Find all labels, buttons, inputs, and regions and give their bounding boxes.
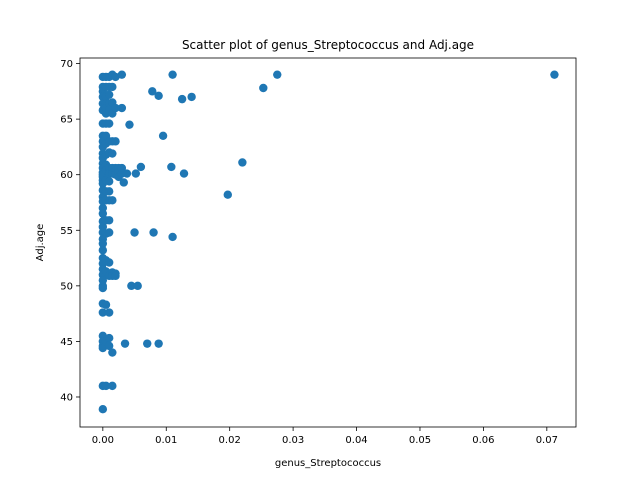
scatter-point — [111, 103, 120, 113]
scatter-point — [168, 232, 177, 242]
scatter-point — [148, 87, 157, 96]
scatter-point — [117, 70, 127, 79]
scatter-point — [167, 162, 176, 172]
x-tick-label: 0.06 — [472, 435, 494, 446]
x-tick-label: 0.05 — [409, 435, 431, 446]
scatter-point — [111, 137, 120, 146]
scatter-point — [98, 343, 108, 353]
scatter-point — [104, 187, 114, 196]
scatter-point — [104, 90, 114, 99]
scatter-point — [133, 281, 142, 291]
scatter-point — [104, 119, 114, 128]
scatter-point — [104, 341, 114, 351]
scatter-point — [108, 149, 117, 158]
scatter-point — [143, 339, 152, 348]
scatter-point — [101, 381, 111, 391]
x-axis-ticks: 0.00 0.01 0.02 0.03 0.04 0.05 0.06 0.07 — [92, 427, 558, 446]
scatter-point — [101, 300, 111, 309]
y-axis-label: Adj.age — [35, 224, 46, 262]
scatter-point — [223, 190, 232, 199]
scatter-point — [130, 228, 139, 237]
scatter-point — [187, 92, 196, 102]
scatter-point — [179, 169, 189, 178]
scatter-point — [108, 196, 117, 205]
scatter-point — [154, 91, 163, 100]
y-tick-label: 50 — [60, 281, 73, 292]
y-tick-label: 45 — [60, 337, 73, 348]
scatter-point — [104, 216, 114, 225]
scatter-point — [104, 308, 114, 317]
y-tick-label: 70 — [60, 59, 73, 70]
chart-title: Scatter plot of genus_Streptococcus and … — [182, 38, 474, 52]
scatter-point — [177, 94, 187, 104]
scatter-point — [238, 158, 247, 167]
scatter-point — [98, 246, 108, 255]
y-tick-label: 60 — [60, 170, 73, 181]
scatter-point — [131, 169, 141, 178]
x-tick-label: 0.04 — [345, 435, 367, 446]
scatter-point — [108, 348, 117, 357]
x-tick-label: 0.03 — [282, 435, 304, 446]
y-tick-label: 65 — [60, 115, 73, 126]
scatter-point — [168, 70, 177, 79]
scatter-point — [136, 162, 146, 172]
scatter-point — [104, 177, 114, 186]
scatter-point — [154, 339, 163, 348]
scatter-point — [111, 271, 120, 281]
scatter-point — [104, 258, 114, 267]
x-tick-label: 0.07 — [536, 435, 558, 446]
x-tick-label: 0.01 — [155, 435, 177, 446]
scatter-point — [125, 120, 134, 129]
scatter-point — [104, 333, 114, 343]
scatter-point — [108, 381, 117, 391]
scatter-point — [273, 70, 282, 79]
scatter-point — [98, 405, 108, 414]
scatter-point — [104, 228, 114, 237]
y-tick-label: 40 — [60, 392, 73, 403]
x-axis-label: genus_Streptococcus — [275, 458, 381, 469]
scatter-point — [98, 209, 108, 218]
scatter-point — [127, 281, 136, 291]
scatter-point — [149, 228, 158, 237]
scatter-point — [120, 339, 130, 348]
scatter-point — [98, 308, 108, 317]
y-axis-ticks: 40 45 50 55 60 65 70 — [60, 59, 80, 403]
plot-frame — [79, 57, 577, 428]
x-tick-label: 0.00 — [92, 435, 114, 446]
scatter-point — [550, 70, 559, 79]
y-tick-label: 55 — [60, 226, 73, 237]
scatter-point — [119, 178, 128, 187]
scatter-point — [108, 82, 117, 92]
scatter-point — [122, 169, 132, 178]
scatter-point — [117, 103, 127, 113]
scatter-point — [158, 131, 168, 141]
scatter-point — [98, 283, 108, 293]
x-tick-label: 0.02 — [219, 435, 241, 446]
scatter-point — [98, 239, 108, 248]
scatter-points — [98, 70, 559, 414]
scatter-point — [111, 72, 120, 82]
scatter-point — [259, 83, 268, 93]
